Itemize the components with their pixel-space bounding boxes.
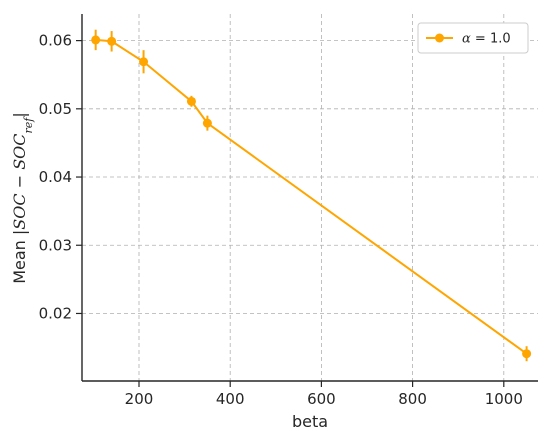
data-point (186, 96, 196, 106)
data-point (91, 35, 101, 45)
x-tick-label: 400 (216, 390, 245, 408)
x-tick-label: 600 (307, 390, 336, 408)
data-point (107, 36, 117, 46)
y-tick-label: 0.06 (39, 32, 72, 50)
series-line (95, 38, 528, 355)
legend: α = 1.0 (417, 22, 529, 54)
x-tick-label: 200 (125, 390, 154, 408)
legend-frame (417, 22, 529, 54)
data-point (202, 118, 212, 128)
x-axis-title: beta (292, 412, 328, 431)
data-point (139, 57, 149, 67)
y-axis-title: Mean |SOC − SOCref| (10, 112, 35, 284)
series (91, 29, 532, 362)
x-tick-label: 1000 (485, 390, 523, 408)
axes (81, 14, 538, 382)
grid (82, 14, 538, 381)
y-tick-label: 0.04 (39, 168, 72, 186)
y-tick-label: 0.02 (39, 304, 72, 322)
ticks: 200 400 600 800 1000 0.02 0.03 0.04 0.05 0.06 (39, 32, 523, 408)
legend-label: α = 1.0 (462, 32, 511, 47)
x-tick-label: 800 (398, 390, 427, 408)
y-tick-label: 0.05 (39, 100, 72, 118)
y-tick-label: 0.03 (39, 236, 72, 254)
legend-point-marker (435, 33, 444, 43)
data-point (522, 349, 532, 359)
